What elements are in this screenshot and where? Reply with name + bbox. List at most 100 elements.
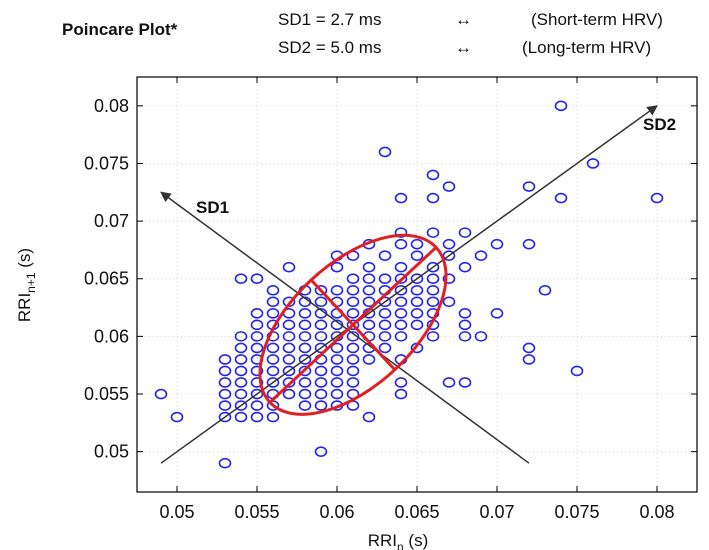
data-point-13 [298, 400, 312, 411]
sd1-value-text: SD1 = 2.7 ms [278, 10, 382, 29]
data-point-161 [442, 238, 456, 250]
data-point-8 [266, 411, 280, 423]
data-point-45 [314, 365, 328, 377]
sd1-arrow-symbol: ↔ [455, 10, 472, 29]
data-point-7 [250, 411, 264, 423]
data-point-154 [378, 250, 392, 261]
data-point-57 [346, 354, 360, 365]
data-point-73 [234, 331, 248, 342]
data-point-42 [266, 365, 280, 377]
data-point-41 [250, 365, 264, 377]
data-point-145 [442, 273, 456, 285]
data-point-33 [314, 377, 328, 388]
data-point-176 [554, 100, 568, 112]
data-point-0 [154, 388, 168, 400]
data-point-11 [250, 400, 264, 411]
data-point-172 [522, 181, 536, 192]
axes-layer: 0.05 0.055 0.06 0.065 0.07 0.075 0.08 0.05 0.055… [15, 76, 698, 550]
data-point-108 [378, 308, 392, 319]
data-point-110 [410, 308, 424, 319]
data-point-44 [298, 365, 312, 377]
data-point-170 [426, 169, 440, 181]
data-point-171 [378, 146, 392, 158]
sd2-label: SD2 [643, 115, 676, 134]
data-point-167 [394, 192, 408, 204]
data-point-19 [250, 388, 264, 400]
data-point-49 [218, 354, 232, 365]
sd2-axis-line [160, 105, 658, 464]
data-point-26 [394, 388, 408, 400]
data-point-83 [394, 331, 408, 342]
data-point-61 [234, 342, 248, 354]
data-point-17 [218, 388, 232, 400]
overlay-layer [160, 105, 658, 464]
data-point-4 [362, 411, 376, 423]
data-point-54 [298, 354, 312, 365]
data-point-120 [362, 296, 376, 308]
data-point-65 [298, 342, 312, 354]
label-layer: SD1 SD2 [196, 115, 676, 217]
data-point-35 [346, 377, 360, 388]
data-point-128 [314, 284, 328, 296]
chart-title: Poincare Plot* [62, 20, 178, 39]
ellipse-minor-axis [310, 278, 396, 371]
data-point-36 [394, 377, 408, 388]
data-point-100 [250, 308, 264, 319]
data-point-124 [426, 296, 440, 308]
data-point-103 [298, 308, 312, 319]
x-tick-label-4: 0.07 [479, 502, 514, 522]
data-point-10 [234, 400, 248, 411]
data-point-68 [346, 342, 360, 354]
data-point-9 [218, 400, 232, 411]
data-point-168 [426, 192, 440, 204]
x-tick-label-1: 0.055 [234, 502, 279, 522]
data-point-133 [394, 284, 408, 296]
y-tick-label-5: 0.075 [84, 153, 129, 173]
data-point-6 [234, 411, 248, 423]
data-point-94 [362, 319, 376, 331]
data-point-129 [330, 284, 344, 296]
data-point-2 [218, 457, 232, 469]
data-point-138 [250, 273, 264, 285]
data-point-114 [266, 296, 280, 308]
y-tick-label-4: 0.07 [94, 211, 129, 231]
data-point-63 [266, 342, 280, 354]
data-point-144 [426, 273, 440, 285]
data-point-162 [490, 238, 504, 250]
data-point-89 [282, 319, 296, 331]
data-point-146 [282, 261, 296, 273]
data-point-27 [218, 377, 232, 388]
y-axis-label: RRIn+1 (s) [15, 248, 38, 322]
sd2-description: (Long-term HRV) [522, 38, 652, 57]
data-point-99 [458, 319, 472, 331]
data-point-60 [522, 354, 536, 365]
data-point-159 [394, 238, 408, 250]
data-point-29 [250, 377, 264, 388]
data-point-67 [330, 342, 344, 354]
data-point-40 [234, 365, 248, 377]
data-point-160 [410, 238, 424, 250]
data-point-21 [282, 388, 296, 400]
data-point-47 [346, 365, 360, 377]
data-point-1 [170, 411, 184, 423]
data-point-5 [218, 411, 232, 423]
data-point-101 [266, 308, 280, 319]
data-point-109 [394, 308, 408, 319]
data-point-30 [266, 377, 280, 388]
data-point-150 [426, 261, 440, 273]
data-point-52 [266, 354, 280, 365]
data-point-126 [266, 284, 280, 296]
data-point-130 [346, 284, 360, 296]
data-point-173 [554, 192, 568, 204]
data-point-22 [298, 388, 312, 400]
data-point-111 [426, 308, 440, 319]
y-tick-label-2: 0.06 [94, 326, 129, 346]
data-point-14 [314, 400, 328, 411]
data-point-142 [394, 273, 408, 285]
x-tick-label-3: 0.065 [394, 502, 439, 522]
data-point-125 [442, 296, 456, 308]
data-point-78 [314, 331, 328, 342]
data-point-95 [378, 319, 392, 331]
data-point-156 [442, 250, 456, 261]
